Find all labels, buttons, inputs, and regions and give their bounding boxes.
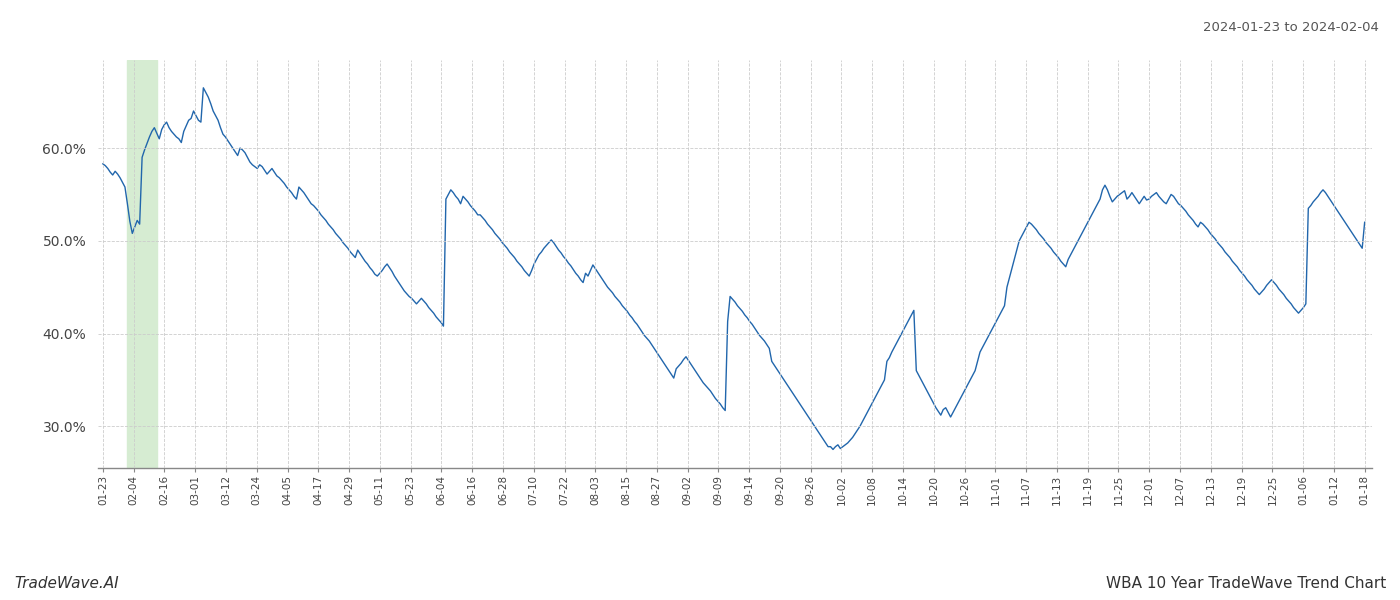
Bar	[127, 60, 157, 468]
Text: WBA 10 Year TradeWave Trend Chart: WBA 10 Year TradeWave Trend Chart	[1106, 576, 1386, 591]
Text: 2024-01-23 to 2024-02-04: 2024-01-23 to 2024-02-04	[1203, 21, 1379, 34]
Text: TradeWave.AI: TradeWave.AI	[14, 576, 119, 591]
